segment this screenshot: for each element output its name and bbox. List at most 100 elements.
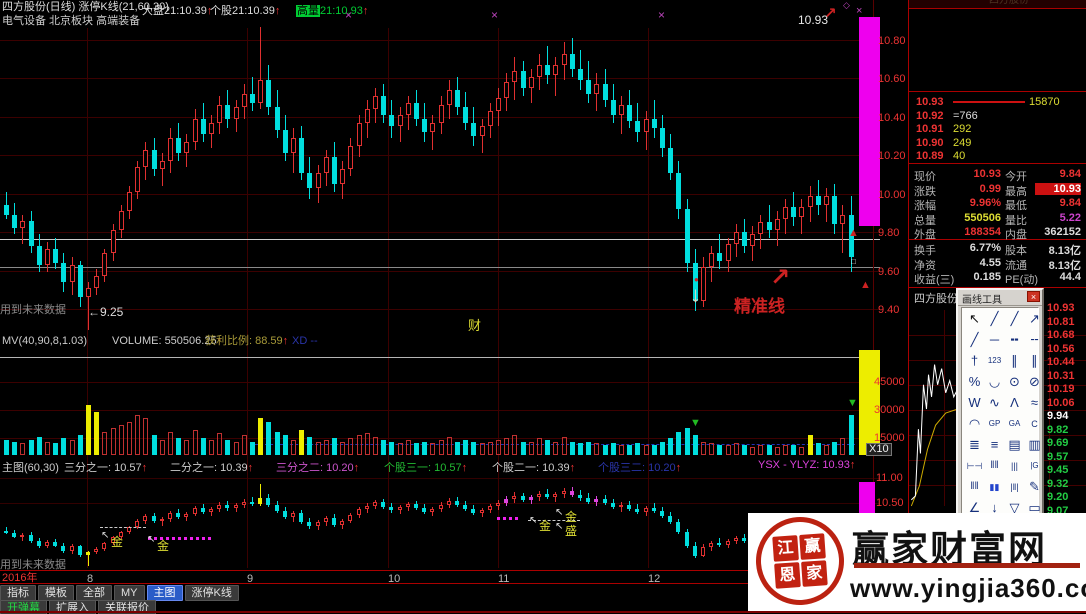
- tool-icon[interactable]: C: [1031, 419, 1038, 429]
- tab-模板[interactable]: 模板: [38, 585, 74, 601]
- tool-icon[interactable]: ╱: [1010, 311, 1019, 326]
- tool-icon[interactable]: ↖: [969, 311, 980, 326]
- tool-icon[interactable]: ╍: [1010, 332, 1019, 347]
- ladder-value: 9.69: [1047, 437, 1069, 449]
- tool-icon[interactable]: ╱: [970, 332, 979, 347]
- tool-icon[interactable]: ∠: [968, 500, 981, 515]
- tool-icon[interactable]: ▭: [1028, 500, 1041, 515]
- sub-candle: [192, 508, 197, 514]
- candle: [151, 149, 157, 169]
- field-value: 362152: [1044, 226, 1081, 238]
- candle: [192, 118, 198, 142]
- ladder-value: 10.44: [1047, 356, 1075, 368]
- candle: [348, 145, 354, 169]
- tool-icon[interactable]: ≣: [969, 437, 980, 452]
- candle: [569, 53, 575, 69]
- volume-bar: [479, 443, 485, 455]
- drawing-tools-titlebar[interactable]: 画线工具 ×: [958, 290, 1042, 306]
- candle: [241, 93, 247, 108]
- tool-icon[interactable]: ⊢⊣: [966, 461, 983, 471]
- close-icon[interactable]: ×: [1027, 291, 1040, 302]
- volume-bar: [110, 428, 116, 455]
- timeline-month-label[interactable]: 11: [498, 573, 510, 585]
- candle: [430, 122, 436, 133]
- tool-icon[interactable]: ⊙: [1009, 374, 1020, 389]
- gridline-h: [0, 78, 880, 79]
- tool-icon[interactable]: ↗: [1029, 311, 1040, 326]
- volume-bar: [176, 438, 182, 455]
- bid-row: 10.89 40: [909, 150, 1086, 163]
- tab-涨停K线[interactable]: 涨停K线: [184, 585, 239, 601]
- tool-icon[interactable]: ✎: [1029, 479, 1040, 494]
- bid-qty: 292: [953, 123, 972, 135]
- tool-icon[interactable]: †: [970, 353, 979, 368]
- tool-icon[interactable]: ▽: [1009, 500, 1020, 515]
- tool-icon[interactable]: ▮▮: [989, 482, 1000, 492]
- candle: [553, 65, 559, 75]
- candle: [282, 130, 288, 154]
- sub-candle: [266, 498, 271, 505]
- volume-bar: [471, 441, 477, 455]
- volume-bar: [717, 445, 723, 455]
- volume-bar: [545, 440, 551, 455]
- tool-icon[interactable]: 123: [987, 356, 1002, 365]
- tool-icon[interactable]: ▥: [1028, 437, 1041, 452]
- tool-icon[interactable]: ∥: [1011, 353, 1018, 368]
- candle: [545, 65, 551, 75]
- volume-bar: [348, 438, 354, 455]
- tool-icon[interactable]: ─: [989, 332, 1000, 347]
- tab-MY[interactable]: MY: [114, 585, 145, 601]
- tool-icon[interactable]: ◡: [988, 374, 1001, 389]
- timeline-month-label[interactable]: 10: [388, 573, 401, 585]
- tool-icon[interactable]: ‖‖: [990, 460, 999, 471]
- tool-icon[interactable]: ‖‖: [970, 481, 979, 492]
- tool-icon[interactable]: ≡: [990, 437, 999, 452]
- tool-icon[interactable]: ↓: [991, 500, 998, 515]
- tool-icon[interactable]: ∿: [989, 395, 1000, 410]
- candle: [364, 109, 370, 123]
- tool-icon[interactable]: W: [968, 395, 981, 410]
- tool-icon[interactable]: ◠: [968, 416, 981, 431]
- tool-icon[interactable]: GA: [1008, 419, 1021, 428]
- candle: [20, 220, 26, 229]
- tool-icon[interactable]: ≈: [1030, 395, 1039, 410]
- timeline-month-label[interactable]: 12: [648, 573, 661, 585]
- candle-wick: [768, 205, 770, 238]
- tool-icon[interactable]: |‖|: [1010, 482, 1019, 492]
- main-candlestick-chart[interactable]: [0, 0, 880, 331]
- field-value: 10.93: [973, 168, 1001, 180]
- sub-candle: [487, 506, 492, 510]
- volume-bar: [651, 445, 657, 455]
- tool-icon[interactable]: ∥: [1031, 353, 1038, 368]
- candle: [824, 195, 829, 206]
- tool-icon[interactable]: |G: [1030, 461, 1039, 470]
- watermark-divider: [854, 563, 1080, 568]
- tool-icon[interactable]: |||: [1010, 461, 1018, 471]
- tab-全部[interactable]: 全部: [76, 585, 112, 601]
- sub-candle: [455, 500, 459, 505]
- volume-chart[interactable]: [0, 350, 880, 456]
- tab-主图[interactable]: 主图: [146, 585, 183, 601]
- volume-bar: [258, 418, 264, 455]
- timeline-month-label[interactable]: 8: [87, 573, 94, 585]
- volume-bar: [446, 436, 452, 455]
- tab-指标[interactable]: 指标: [0, 585, 36, 601]
- tool-icon[interactable]: ╌: [1030, 332, 1039, 347]
- sub-candle: [627, 504, 632, 509]
- timeline-month-label[interactable]: 9: [247, 573, 254, 585]
- tool-icon[interactable]: Λ: [1010, 395, 1019, 410]
- tool-icon[interactable]: ╱: [990, 311, 999, 326]
- volume-bar: [4, 440, 9, 455]
- up-arrow-icon: ↑: [216, 335, 223, 347]
- volume-bar: [832, 441, 838, 455]
- candle: [504, 82, 510, 98]
- ladder-value: 10.19: [1047, 383, 1075, 395]
- candle: [528, 76, 534, 89]
- tool-icon[interactable]: ▤: [1008, 437, 1021, 452]
- tool-icon[interactable]: %: [968, 374, 981, 389]
- field-value: 8.13亿: [1048, 259, 1081, 272]
- tool-icon[interactable]: ⊘: [1029, 374, 1040, 389]
- field-value: 9.84: [1059, 168, 1081, 180]
- tool-icon[interactable]: GP: [988, 419, 1001, 428]
- candle: [537, 65, 542, 77]
